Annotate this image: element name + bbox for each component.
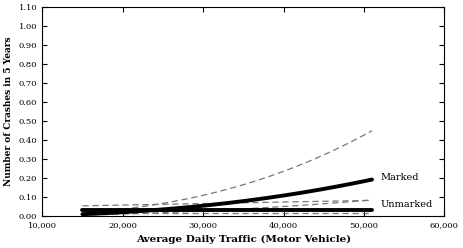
- X-axis label: Average Daily Traffic (Motor Vehicle): Average Daily Traffic (Motor Vehicle): [136, 235, 351, 244]
- Text: Unmarked: Unmarked: [380, 200, 432, 209]
- Y-axis label: Number of Crashes in 5 Years: Number of Crashes in 5 Years: [4, 37, 13, 186]
- Text: Marked: Marked: [380, 173, 419, 182]
